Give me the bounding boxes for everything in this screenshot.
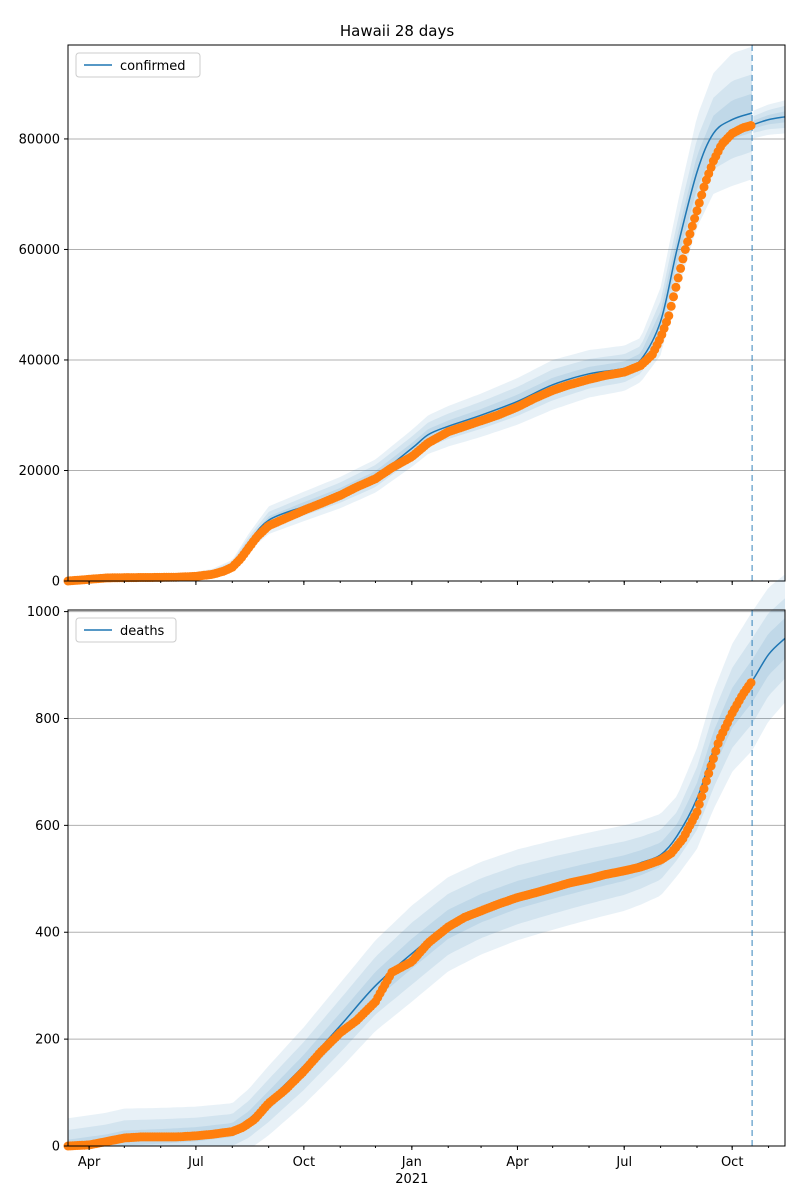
confirmed-observed-point [673, 273, 683, 283]
deaths-xtick-label: Oct [293, 1155, 315, 1170]
confirmed-legend: confirmed [75, 52, 201, 78]
deaths-observed-point [694, 799, 704, 809]
deaths-axes-frame [67, 609, 786, 1147]
confirmed-observed-point [746, 121, 756, 130]
confirmed-observed-point [680, 245, 690, 254]
deaths-xtick-label: Apr [78, 1155, 101, 1170]
deaths-observed-point [704, 769, 714, 778]
confirmed-gridlines [68, 138, 785, 471]
deaths-panel: 0 200 400 600 800 1000 Apr Jul Oct Jan Apr Jul Oct 20… [27, 574, 786, 1187]
confirmed-axes: 0 20000 40000 60000 80000 [19, 44, 786, 590]
confirmed-observed-point [678, 254, 688, 264]
confirmed-ytick-label: 80000 [19, 132, 60, 147]
confirmed-observed-point [697, 190, 707, 200]
confirmed-panel: 0 20000 40000 60000 80000 confirmed [19, 44, 786, 590]
deaths-ytick-label: 800 [35, 712, 60, 727]
deaths-legend-label: deaths [120, 624, 165, 639]
confirmed-axes-frame [67, 44, 786, 582]
deaths-xtick-label: Jan [401, 1155, 422, 1170]
deaths-observed-point [699, 784, 709, 794]
chart-title: Hawaii 28 days [340, 22, 454, 40]
confirmed-legend-box [75, 52, 201, 78]
deaths-observed-point [711, 746, 721, 756]
deaths-observed-point [708, 754, 718, 764]
deaths-xtick-label: Apr [506, 1155, 529, 1170]
deaths-ytick-label: 0 [52, 1140, 60, 1155]
deaths-observed-point [697, 792, 707, 802]
confirmed-observed-point [666, 301, 676, 311]
confirmed-observed-point [690, 214, 700, 223]
confirmed-ytick-label: 0 [52, 575, 60, 590]
confirmed-observed-point [699, 182, 709, 192]
confirmed-observed-points [63, 121, 756, 586]
confirmed-observed-point [669, 292, 678, 302]
deaths-legend: deaths [75, 617, 177, 643]
deaths-xtick-label: Oct [721, 1155, 743, 1170]
deaths-axes: 0 200 400 600 800 1000 Apr Jul Oct Jan Apr Jul Oct 20… [27, 605, 786, 1187]
confirmed-observed-point [694, 198, 704, 208]
deaths-ytick-label: 600 [35, 819, 60, 834]
deaths-band-1 [68, 574, 785, 1146]
deaths-legend-box [75, 617, 177, 643]
confirmed-legend-label: confirmed [120, 59, 186, 74]
deaths-band-2 [68, 598, 785, 1146]
confirmed-observed-point [664, 311, 674, 321]
deaths-observed-point [746, 678, 756, 688]
deaths-gridlines [68, 611, 785, 1040]
confirmed-observed-point [671, 282, 681, 292]
deaths-ytick-label: 200 [35, 1033, 60, 1048]
confirmed-observed-point [687, 221, 697, 231]
deaths-xtick-label: Jul [615, 1155, 632, 1170]
confirmed-ytick-label: 60000 [19, 243, 60, 258]
deaths-observed-points [63, 678, 756, 1151]
deaths-ytick-label: 1000 [27, 605, 60, 620]
confirmed-observed-point [685, 229, 695, 239]
deaths-observed-point [692, 807, 702, 817]
confirmed-ytick-label: 20000 [19, 464, 60, 479]
deaths-observed-point [706, 761, 716, 771]
confirmed-observed-point [683, 237, 693, 247]
confirmed-ytick-label: 40000 [19, 353, 60, 368]
deaths-observed-point [701, 776, 711, 786]
confirmed-observed-point [692, 206, 702, 216]
confirmed-model-segment-2 [753, 116, 786, 126]
confirmed-observed-point [676, 263, 686, 273]
deaths-ytick-label: 400 [35, 926, 60, 941]
deaths-xtick-label: Jul [187, 1155, 204, 1170]
deaths-uncertainty-bands [68, 574, 785, 1146]
deaths-year-label: 2021 [395, 1172, 428, 1187]
